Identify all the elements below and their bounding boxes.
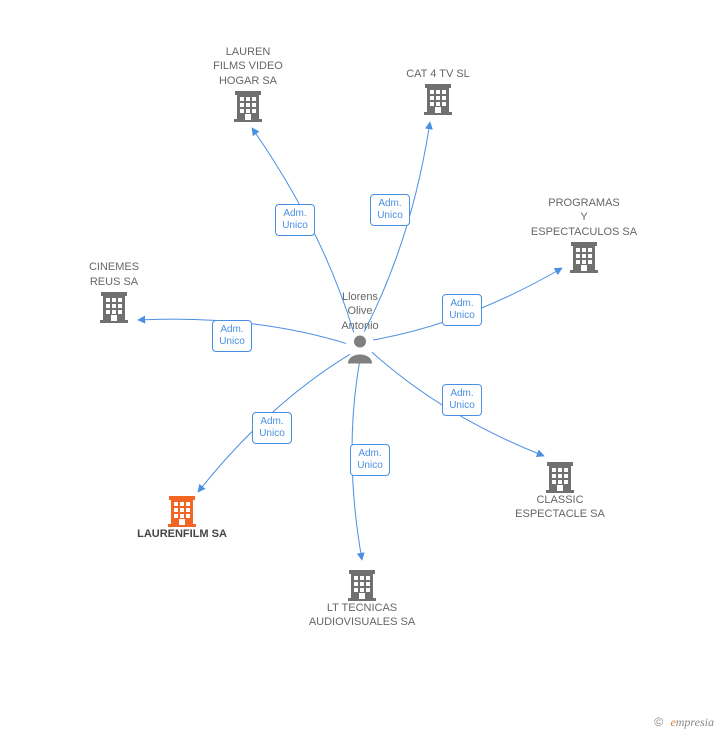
company-node-laurenfilm: LAURENFILM SA: [137, 493, 227, 541]
company-label: LAUREN FILMS VIDEO HOGAR SA: [213, 45, 283, 88]
company-node-programas: PROGRAMAS Y ESPECTACULOS SA: [531, 196, 637, 273]
company-label: CLASSIC ESPECTACLE SA: [515, 493, 605, 522]
company-label: CAT 4 TV SL: [406, 67, 470, 81]
edge-label: Adm. Unico: [252, 412, 292, 444]
edge-label: Adm. Unico: [275, 204, 315, 236]
company-node-classic: CLASSIC ESPECTACLE SA: [515, 459, 605, 522]
building-icon: [99, 289, 129, 323]
company-label: CINEMES REUS SA: [89, 260, 139, 289]
network-diagram: Llorens Olive Antonio Adm. Unico LAUREN FI…: [0, 0, 728, 740]
brand-rest: mpresia: [676, 715, 714, 729]
edge-label: Adm. Unico: [442, 384, 482, 416]
building-icon: [167, 493, 197, 527]
company-label: PROGRAMAS Y ESPECTACULOS SA: [531, 196, 637, 239]
company-node-cat4tv: CAT 4 TV SL: [406, 67, 470, 115]
company-node-lauren_films: LAUREN FILMS VIDEO HOGAR SA: [213, 45, 283, 122]
company-label: LT TECNICAS AUDIOVISUALES SA: [309, 601, 415, 630]
edge-label: Adm. Unico: [370, 194, 410, 226]
edge-label: Adm. Unico: [442, 294, 482, 326]
footer-credit: © empresia: [654, 715, 714, 730]
copyright-symbol: ©: [654, 715, 663, 729]
company-node-lt_tecnicas: LT TECNICAS AUDIOVISUALES SA: [309, 567, 415, 630]
center-node-label: Llorens Olive Antonio: [341, 290, 378, 333]
company-label: LAURENFILM SA: [137, 527, 227, 541]
building-icon: [233, 88, 263, 122]
person-icon: [346, 334, 374, 369]
building-icon: [347, 567, 377, 601]
edge-label: Adm. Unico: [350, 444, 390, 476]
edge-label: Adm. Unico: [212, 320, 252, 352]
building-icon: [569, 239, 599, 273]
building-icon: [545, 459, 575, 493]
company-node-cinemes: CINEMES REUS SA: [89, 260, 139, 323]
building-icon: [423, 81, 453, 115]
